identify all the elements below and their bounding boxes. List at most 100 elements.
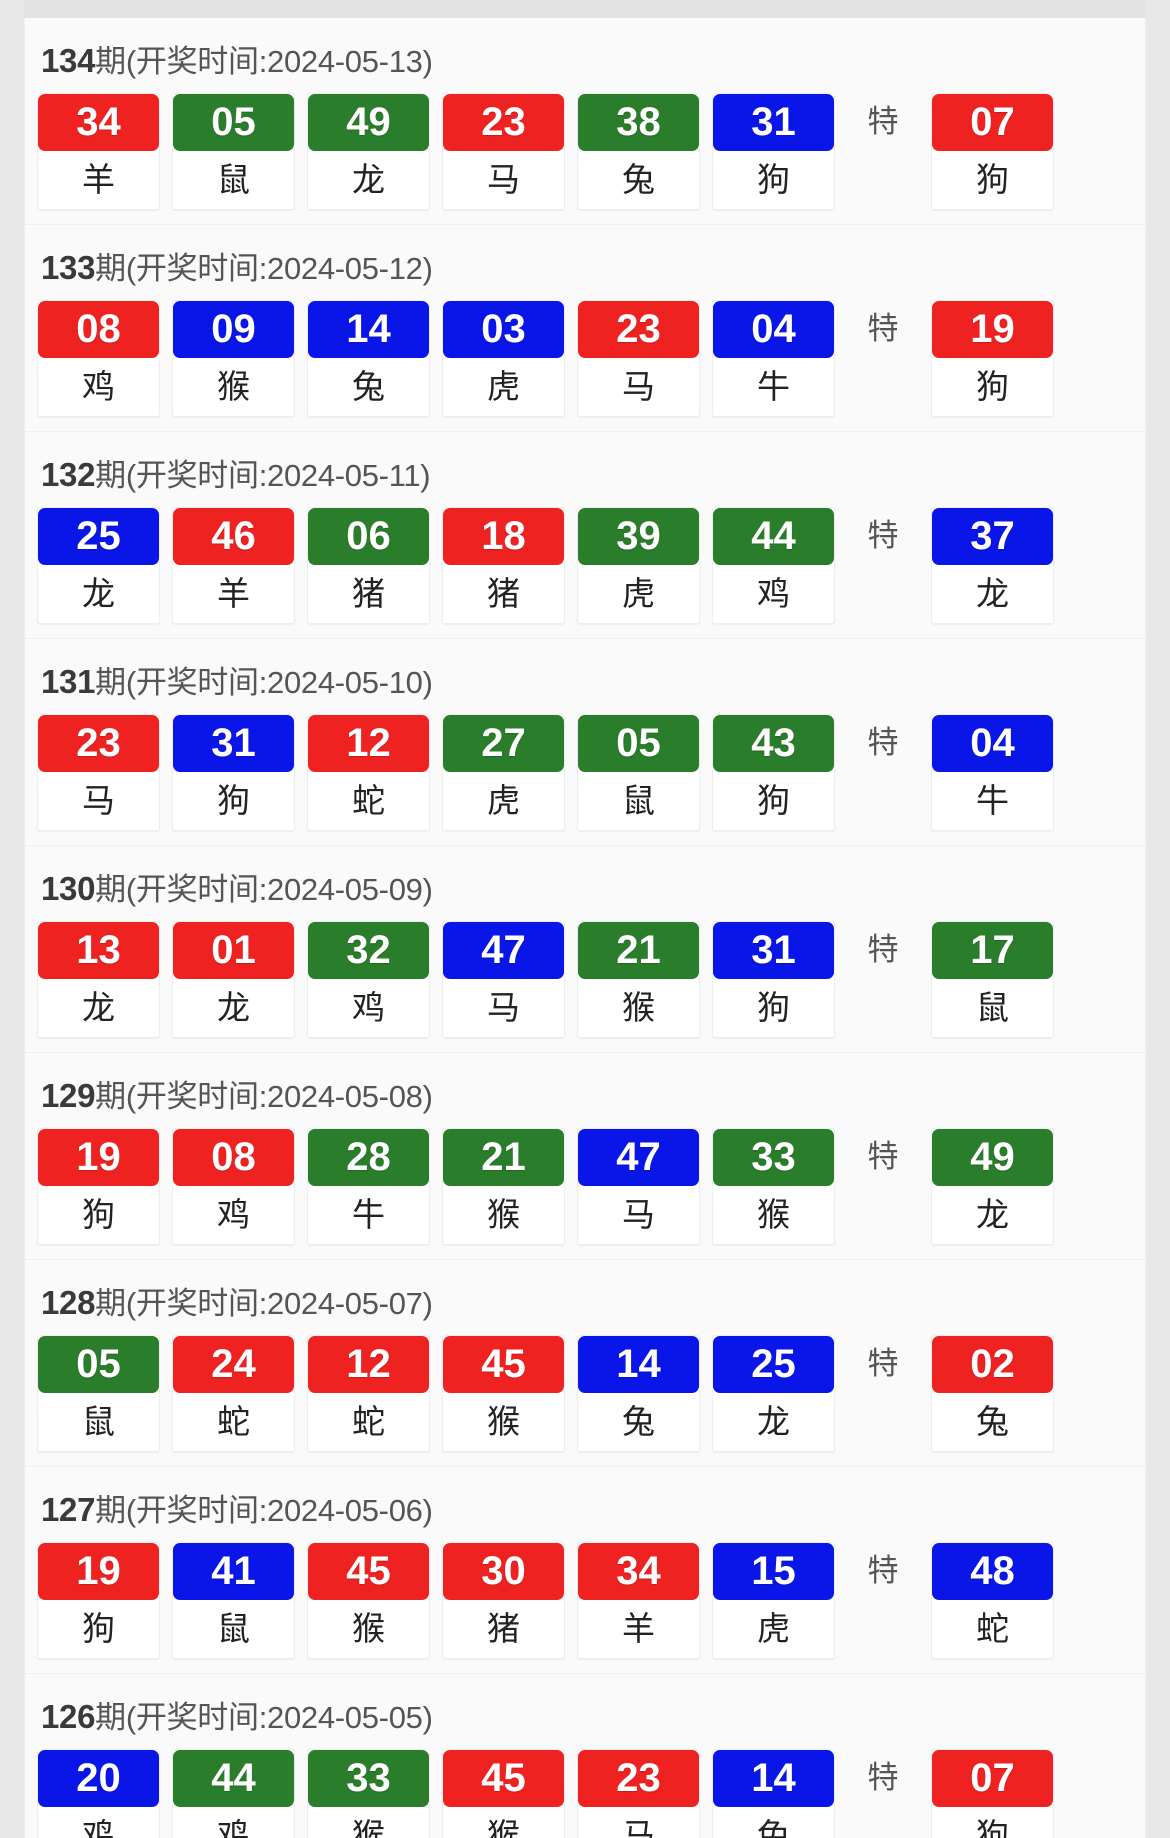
ball-zodiac: 狗 bbox=[713, 772, 834, 830]
ball-cell[interactable]: 25 龙 bbox=[37, 507, 160, 624]
ball-zodiac: 马 bbox=[38, 772, 159, 830]
ball-cell[interactable]: 33 猴 bbox=[712, 1128, 835, 1245]
ball-zodiac: 猪 bbox=[443, 1600, 564, 1658]
draw-period-number: 133 bbox=[41, 249, 96, 286]
ball-cell[interactable]: 14 兔 bbox=[577, 1335, 700, 1452]
ball-number: 20 bbox=[38, 1750, 159, 1807]
draw-title: 129期(开奖时间:2024-05-08) bbox=[25, 1053, 1145, 1128]
ball-cell[interactable]: 45 猴 bbox=[307, 1542, 430, 1659]
ball-cell[interactable]: 03 虎 bbox=[442, 300, 565, 417]
ball-cell[interactable]: 25 龙 bbox=[712, 1335, 835, 1452]
balls-row: 34 羊 05 鼠 49 龙 23 马 38 兔 31 狗特 07 狗 bbox=[25, 93, 1145, 224]
ball-number: 05 bbox=[578, 715, 699, 772]
ball-cell[interactable]: 30 猪 bbox=[442, 1542, 565, 1659]
ball-number: 30 bbox=[443, 1543, 564, 1600]
ball-zodiac: 虎 bbox=[713, 1600, 834, 1658]
ball-cell[interactable]: 41 鼠 bbox=[172, 1542, 295, 1659]
ball-cell[interactable]: 34 羊 bbox=[577, 1542, 700, 1659]
ball-cell[interactable]: 45 猴 bbox=[442, 1749, 565, 1838]
ball-cell[interactable]: 46 羊 bbox=[172, 507, 295, 624]
special-ball-zodiac: 狗 bbox=[932, 1807, 1053, 1838]
ball-number: 13 bbox=[38, 922, 159, 979]
special-ball-cell[interactable]: 48 蛇 bbox=[931, 1542, 1054, 1659]
draw-period-number: 131 bbox=[41, 663, 96, 700]
ball-zodiac: 狗 bbox=[713, 979, 834, 1037]
balls-row: 05 鼠 24 蛇 12 蛇 45 猴 14 兔 25 龙特 02 兔 bbox=[25, 1335, 1145, 1466]
ball-cell[interactable]: 21 猴 bbox=[442, 1128, 565, 1245]
ball-cell[interactable]: 32 鸡 bbox=[307, 921, 430, 1038]
ball-cell[interactable]: 01 龙 bbox=[172, 921, 295, 1038]
draw-title: 134期(开奖时间:2024-05-13) bbox=[25, 18, 1145, 93]
draw-date-text: 期(开奖时间:2024-05-08) bbox=[95, 1079, 433, 1114]
ball-cell[interactable]: 31 狗 bbox=[712, 921, 835, 1038]
ball-cell[interactable]: 43 狗 bbox=[712, 714, 835, 831]
ball-cell[interactable]: 19 狗 bbox=[37, 1128, 160, 1245]
ball-zodiac: 猴 bbox=[713, 1186, 834, 1244]
ball-cell[interactable]: 18 猪 bbox=[442, 507, 565, 624]
ball-zodiac: 虎 bbox=[578, 565, 699, 623]
draw-title: 131期(开奖时间:2024-05-10) bbox=[25, 639, 1145, 714]
special-ball-cell[interactable]: 07 狗 bbox=[931, 1749, 1054, 1838]
ball-cell[interactable]: 47 马 bbox=[577, 1128, 700, 1245]
ball-cell[interactable]: 23 马 bbox=[577, 300, 700, 417]
ball-cell[interactable]: 28 牛 bbox=[307, 1128, 430, 1245]
ball-cell[interactable]: 05 鼠 bbox=[37, 1335, 160, 1452]
draw-period-number: 127 bbox=[41, 1491, 96, 1528]
ball-zodiac: 鸡 bbox=[38, 358, 159, 416]
ball-cell[interactable]: 45 猴 bbox=[442, 1335, 565, 1452]
ball-cell[interactable]: 06 猪 bbox=[307, 507, 430, 624]
ball-cell[interactable]: 44 鸡 bbox=[712, 507, 835, 624]
ball-cell[interactable]: 27 虎 bbox=[442, 714, 565, 831]
ball-cell[interactable]: 39 虎 bbox=[577, 507, 700, 624]
ball-cell[interactable]: 23 马 bbox=[577, 1749, 700, 1838]
ball-cell[interactable]: 05 鼠 bbox=[577, 714, 700, 831]
ball-cell[interactable]: 23 马 bbox=[442, 93, 565, 210]
ball-cell[interactable]: 49 龙 bbox=[307, 93, 430, 210]
ball-cell[interactable]: 05 鼠 bbox=[172, 93, 295, 210]
ball-cell[interactable]: 47 马 bbox=[442, 921, 565, 1038]
ball-cell[interactable]: 12 蛇 bbox=[307, 714, 430, 831]
ball-cell[interactable]: 23 马 bbox=[37, 714, 160, 831]
ball-cell[interactable]: 04 牛 bbox=[712, 300, 835, 417]
draw-date-text: 期(开奖时间:2024-05-06) bbox=[95, 1493, 433, 1528]
ball-cell[interactable]: 24 蛇 bbox=[172, 1335, 295, 1452]
special-ball-cell[interactable]: 49 龙 bbox=[931, 1128, 1054, 1245]
ball-zodiac: 狗 bbox=[713, 151, 834, 209]
special-ball-zodiac: 蛇 bbox=[932, 1600, 1053, 1658]
ball-cell[interactable]: 12 蛇 bbox=[307, 1335, 430, 1452]
ball-cell[interactable]: 08 鸡 bbox=[37, 300, 160, 417]
special-ball-number: 02 bbox=[932, 1336, 1053, 1393]
ball-cell[interactable]: 09 猴 bbox=[172, 300, 295, 417]
ball-cell[interactable]: 31 狗 bbox=[712, 93, 835, 210]
ball-zodiac: 马 bbox=[578, 358, 699, 416]
ball-cell[interactable]: 44 鸡 bbox=[172, 1749, 295, 1838]
ball-cell[interactable]: 31 狗 bbox=[172, 714, 295, 831]
ball-cell[interactable]: 21 猴 bbox=[577, 921, 700, 1038]
special-ball-cell[interactable]: 04 牛 bbox=[931, 714, 1054, 831]
special-ball-cell[interactable]: 02 兔 bbox=[931, 1335, 1054, 1452]
ball-cell[interactable]: 15 虎 bbox=[712, 1542, 835, 1659]
special-ball-cell[interactable]: 07 狗 bbox=[931, 93, 1054, 210]
ball-cell[interactable]: 38 兔 bbox=[577, 93, 700, 210]
special-ball-cell[interactable]: 37 龙 bbox=[931, 507, 1054, 624]
ball-number: 06 bbox=[308, 508, 429, 565]
ball-number: 33 bbox=[713, 1129, 834, 1186]
balls-row: 19 狗 41 鼠 45 猴 30 猪 34 羊 15 虎特 48 蛇 bbox=[25, 1542, 1145, 1673]
ball-cell[interactable]: 14 兔 bbox=[307, 300, 430, 417]
ball-cell[interactable]: 14 兔 bbox=[712, 1749, 835, 1838]
ball-zodiac: 狗 bbox=[38, 1186, 159, 1244]
special-ball-cell[interactable]: 17 鼠 bbox=[931, 921, 1054, 1038]
ball-cell[interactable]: 13 龙 bbox=[37, 921, 160, 1038]
ball-cell[interactable]: 20 鸡 bbox=[37, 1749, 160, 1838]
draw-date-text: 期(开奖时间:2024-05-05) bbox=[95, 1700, 433, 1735]
special-ball-cell[interactable]: 19 狗 bbox=[931, 300, 1054, 417]
ball-cell[interactable]: 08 鸡 bbox=[172, 1128, 295, 1245]
ball-number: 34 bbox=[578, 1543, 699, 1600]
draw-date-text: 期(开奖时间:2024-05-07) bbox=[95, 1286, 433, 1321]
ball-zodiac: 猴 bbox=[308, 1807, 429, 1838]
balls-row: 19 狗 08 鸡 28 牛 21 猴 47 马 33 猴特 49 龙 bbox=[25, 1128, 1145, 1259]
ball-cell[interactable]: 33 猴 bbox=[307, 1749, 430, 1838]
ball-number: 12 bbox=[308, 715, 429, 772]
ball-cell[interactable]: 34 羊 bbox=[37, 93, 160, 210]
ball-cell[interactable]: 19 狗 bbox=[37, 1542, 160, 1659]
